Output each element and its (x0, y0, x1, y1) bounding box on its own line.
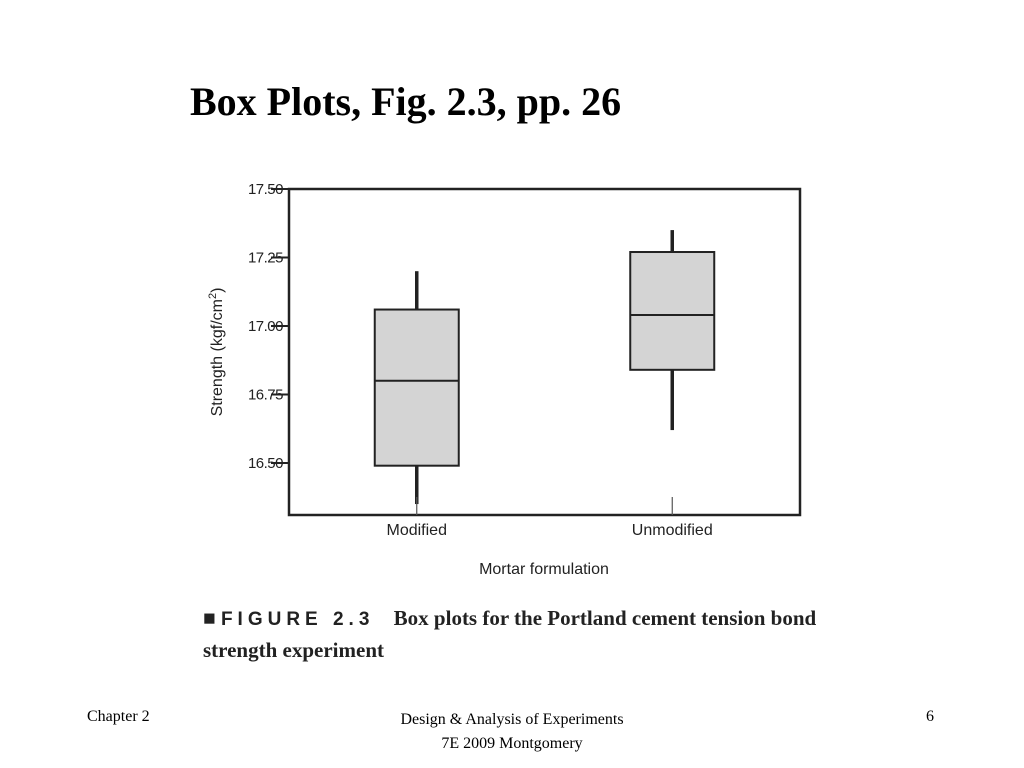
footer-course: Design & Analysis of Experiments 7E 2009… (312, 708, 712, 756)
box-modified (373, 308, 460, 467)
plot-frame (287, 187, 802, 517)
y-axis-label: Strength (kgf/cm2) (207, 288, 226, 417)
figure-caption: ■ FIGURE 2.3 Box plots for the Portland … (203, 603, 823, 665)
box-plot-chart: 16.50 16.75 17.00 17.25 17.50 Modified Unmodi… (207, 181, 802, 578)
y-tick-label: 17.50 (248, 181, 283, 198)
caption-figure-label: FIGURE 2.3 (220, 609, 375, 630)
caption-text: Box plots for the Portland cement tensio… (203, 606, 817, 662)
y-tick-label: 16.50 (248, 455, 283, 472)
slide-title: Box Plots, Fig. 2.3, pp. 26 (190, 79, 622, 124)
footer-chapter: Chapter 2 (87, 708, 150, 725)
box-unmodified (629, 251, 716, 371)
y-tick-label: 17.00 (248, 318, 283, 335)
y-tick-label: 16.75 (248, 386, 283, 403)
y-tick-label: 17.25 (248, 249, 283, 266)
caption-marker: ■ (203, 606, 216, 630)
footer-page-number: 6 (926, 708, 934, 725)
x-category-label: Unmodified (632, 522, 713, 539)
y-axis-label-end: ) (209, 288, 226, 293)
x-category-label: Modified (387, 522, 447, 539)
y-axis-label-superscript: 2 (207, 293, 219, 299)
footer-course-line1: Design & Analysis of Experiments (400, 711, 624, 728)
footer-course-line2: 7E 2009 Montgomery (441, 735, 583, 752)
x-axis-label: Mortar formulation (479, 561, 609, 578)
